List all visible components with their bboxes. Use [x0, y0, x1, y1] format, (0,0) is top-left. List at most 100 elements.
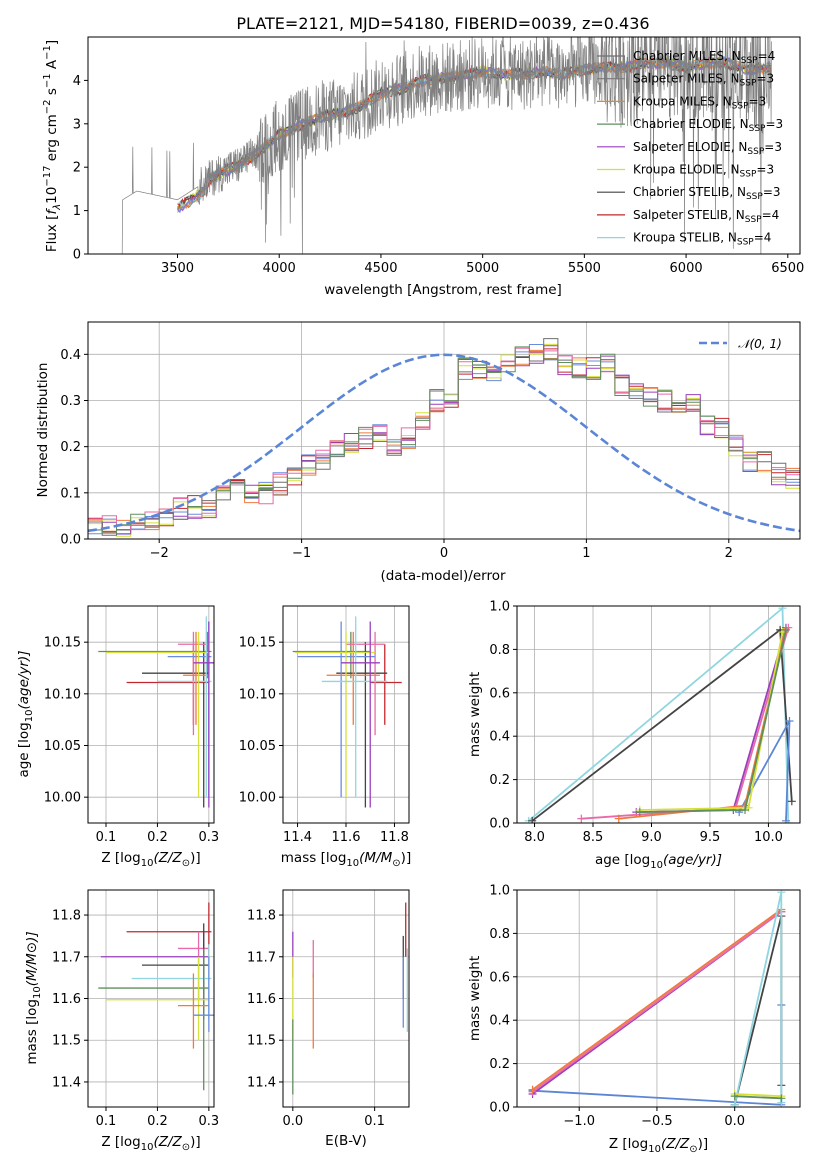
legend-entry: Chabrier ELODIE, NSSP=3 [633, 117, 783, 134]
x-axis-label: wavelength [Angstrom, rest frame] [324, 282, 562, 298]
y-tick-label: 10.00 [44, 791, 81, 806]
data-point [321, 616, 388, 798]
plot-area [98, 616, 214, 808]
label-part: (M/M⊙)] [24, 931, 40, 986]
axes-frame [87, 36, 801, 255]
legend-count: =4 [754, 231, 772, 245]
data-point [295, 631, 376, 798]
x-axis-label: E(B-V) [325, 1133, 367, 1149]
x-tick-label: −1 [292, 546, 311, 561]
x-tick-label: 0 [440, 546, 448, 561]
observed-spectrum-line [116, 37, 772, 254]
y-tick-label: 3 [73, 117, 81, 132]
spectrum-panel: 3500 4000 4500 5000 5500 6000 6500 0 1 2 3 4 wavelen… [42, 36, 804, 298]
label-part: 10 [44, 187, 60, 204]
y-axis-label: Flux [fλ10−17 erg cm−2 s−1 A−1] [42, 40, 63, 252]
x-tick-label: 4500 [364, 261, 397, 276]
data-point [326, 631, 380, 725]
x-tick-label: 5500 [568, 261, 601, 276]
weight-marker [635, 808, 644, 817]
x-tick-label: 0.1 [364, 1114, 385, 1129]
plot-area [292, 616, 402, 808]
legend-sub: SSP [747, 147, 764, 157]
y-tick-label: 0.0 [489, 1101, 510, 1116]
x-axis-label: age [log10(age/yr)] [595, 852, 722, 871]
legend-text: Kroupa MILES, N [633, 94, 732, 108]
y-tick-label: 11.7 [247, 950, 276, 965]
legend-text: Kroupa ELODIE, N [633, 163, 740, 177]
y-tick-label: 0.6 [489, 970, 510, 985]
label-part: −1 [42, 73, 53, 88]
label-part: age [log [595, 852, 650, 868]
weight-series-line [531, 910, 782, 1093]
label-part: (M/M [359, 850, 392, 866]
label-part: 10 [24, 710, 35, 723]
label-part: )] [190, 850, 201, 866]
label-part: 10 [141, 858, 154, 869]
weight-marker [741, 805, 750, 814]
legend-count: =3 [749, 94, 767, 108]
y-tick-label: 11.6 [247, 992, 276, 1007]
legend-text: Salpeter STELIB, N [633, 208, 745, 222]
x-tick-label: 11.8 [380, 830, 409, 845]
legend-text: Kroupa STELIB, N [633, 231, 737, 245]
legend-entry: Salpeter ELODIE, NSSP=3 [633, 140, 782, 157]
y-tick-label: 11.8 [52, 909, 81, 924]
data-point [183, 631, 209, 725]
label-part: (Z/Z [153, 850, 182, 866]
x-tick-label: 0.0 [724, 1114, 745, 1129]
x-axis-label: Z [log10(Z/Z⊙)] [101, 850, 200, 869]
x-tick-label: 11.4 [283, 830, 312, 845]
y-tick-label: 10.10 [44, 687, 81, 702]
axes-frame [87, 605, 215, 824]
y-tick-label: 11.8 [247, 909, 276, 924]
label-part: )] [401, 850, 412, 866]
legend-sub: SSP [732, 101, 749, 111]
label-part: ⊙ [392, 858, 400, 869]
weight-marker [730, 1100, 739, 1107]
weight-marker [777, 890, 786, 897]
x-tick-label: 6000 [670, 261, 703, 276]
x-tick-label: −1.0 [563, 1114, 595, 1129]
x-axis-label: Z [log10(Z/Z⊙)] [101, 1134, 200, 1153]
y-tick-label: 10.05 [44, 739, 81, 754]
plot-area [524, 606, 796, 823]
x-tick-label: 1 [582, 546, 590, 561]
x-tick-label: −0.5 [641, 1114, 673, 1129]
x-axis-label: (data-model)/error [380, 568, 506, 584]
weight-vs-age-panel: 8.0 8.5 9.0 9.5 10.0 0.0 0.2 0.4 0.6 0.8 1.0 age [l… [467, 600, 801, 871]
x-tick-label: 0.1 [96, 1114, 117, 1129]
legend-entry: Salpeter STELIB, NSSP=4 [633, 208, 779, 225]
mass-vs-metallicity-panel: 0.1 0.2 0.311.411.511.611.711.8Z [log10(Z/… [24, 889, 220, 1153]
data-point [341, 621, 380, 808]
weight-marker [730, 1092, 739, 1101]
y-axis-label: mass [log10(M/M⊙)] [24, 931, 43, 1064]
label-part: s [44, 88, 60, 99]
y-tick-label: 0.4 [489, 730, 510, 745]
label-part: ] [44, 40, 60, 45]
label-part: λ [52, 204, 63, 211]
data-point [142, 642, 209, 808]
legend-count: =4 [762, 208, 780, 222]
x-tick-label: 8.0 [524, 830, 545, 845]
plot-area [98, 902, 214, 1091]
legend-text: Salpeter MILES, N [633, 72, 740, 86]
label-part: Z [log [609, 1136, 648, 1152]
label-part: 10 [32, 986, 43, 999]
label-part: age [log [16, 722, 32, 777]
data-point [336, 642, 388, 808]
label-part: −2 [42, 99, 53, 114]
plot-area [528, 890, 786, 1107]
y-tick-label: 0.0 [489, 817, 510, 832]
y-axis-label: Normed distribution [35, 363, 51, 498]
label-part: (Z/Z [153, 1134, 182, 1150]
y-tick-label: 0.6 [489, 686, 510, 701]
weight-marker [781, 816, 790, 823]
legend-text: Salpeter ELODIE, N [633, 140, 747, 154]
y-axis-label: mass weight [467, 956, 483, 1041]
weight-marker [777, 1094, 786, 1103]
x-tick-label: 0.3 [199, 1114, 220, 1129]
legend-count: =3 [764, 140, 782, 154]
